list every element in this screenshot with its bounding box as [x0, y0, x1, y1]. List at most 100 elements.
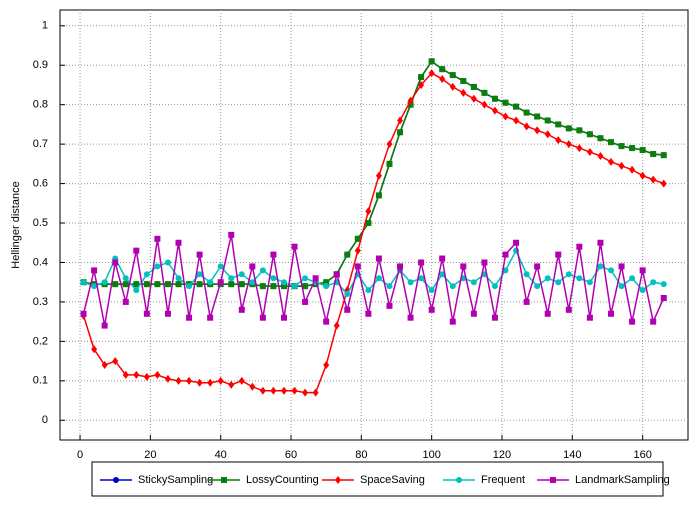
point [164, 310, 171, 317]
point [333, 321, 340, 330]
point [460, 263, 467, 270]
point [91, 283, 98, 290]
point [249, 382, 256, 391]
point [439, 75, 446, 84]
point [164, 281, 171, 288]
point [502, 267, 509, 274]
point [660, 281, 667, 288]
point [365, 220, 372, 227]
y-tick-label: 1 [42, 20, 48, 32]
point [418, 80, 425, 89]
point [428, 306, 435, 313]
point [576, 144, 583, 153]
point [259, 386, 266, 395]
point [143, 310, 150, 317]
point [164, 259, 171, 266]
point [270, 275, 277, 282]
point [186, 314, 193, 321]
point [397, 263, 404, 270]
point [80, 310, 87, 317]
point [323, 318, 330, 325]
point [586, 314, 593, 321]
y-tick-label: 0 [42, 414, 48, 426]
point [660, 294, 667, 301]
point [544, 275, 551, 282]
point [133, 247, 140, 254]
point [270, 283, 277, 290]
point [280, 279, 287, 286]
point [428, 287, 435, 294]
point [565, 306, 572, 313]
point [418, 74, 425, 81]
point [460, 78, 467, 85]
point [555, 136, 562, 145]
y-tick-label: 0.3 [33, 296, 48, 308]
point [639, 287, 646, 294]
legend-label: SpaceSaving [360, 474, 425, 486]
point [196, 251, 203, 258]
point [196, 281, 203, 288]
point [164, 374, 171, 383]
point [154, 235, 161, 242]
point [534, 283, 541, 290]
point [323, 279, 330, 286]
point [586, 279, 593, 286]
point [523, 271, 530, 278]
point [186, 376, 193, 385]
point [407, 314, 414, 321]
point [513, 239, 520, 246]
y-axis-label: Hellinger distance [10, 181, 22, 268]
point [386, 302, 393, 309]
point [133, 370, 140, 379]
y-tick-label: 0.8 [33, 99, 48, 111]
point [481, 259, 488, 266]
point [217, 263, 224, 270]
point [576, 127, 583, 134]
point [259, 267, 266, 274]
point [375, 275, 382, 282]
point [650, 150, 657, 157]
x-tick-label: 20 [144, 449, 156, 461]
point [302, 298, 309, 305]
point [639, 147, 646, 154]
y-tick-label: 0.4 [33, 256, 48, 268]
point [291, 386, 298, 395]
point [502, 251, 509, 258]
point [428, 58, 435, 65]
point [196, 271, 203, 278]
point [470, 279, 477, 286]
point [660, 152, 667, 159]
point [228, 380, 235, 389]
point [407, 96, 414, 105]
point [175, 376, 182, 385]
point [386, 283, 393, 290]
point [238, 271, 245, 278]
point [629, 145, 636, 152]
x-tick-label: 120 [493, 449, 511, 461]
point [618, 161, 625, 170]
legend-marker [221, 477, 227, 483]
x-tick-label: 140 [563, 449, 581, 461]
point [122, 281, 129, 288]
y-tick-label: 0.1 [33, 375, 48, 387]
point [397, 129, 404, 136]
point [449, 82, 456, 91]
point [249, 279, 256, 286]
point [629, 165, 636, 174]
point [544, 310, 551, 317]
x-tick-label: 100 [422, 449, 440, 461]
point [143, 271, 150, 278]
point [154, 263, 161, 270]
point [291, 243, 298, 250]
point [513, 103, 520, 110]
point [555, 279, 562, 286]
point [101, 279, 108, 286]
point [101, 361, 108, 370]
x-tick-label: 0 [77, 449, 83, 461]
point [354, 246, 361, 255]
point [470, 94, 477, 103]
point [238, 306, 245, 313]
point [101, 322, 108, 329]
point [175, 281, 182, 288]
point [523, 109, 530, 116]
